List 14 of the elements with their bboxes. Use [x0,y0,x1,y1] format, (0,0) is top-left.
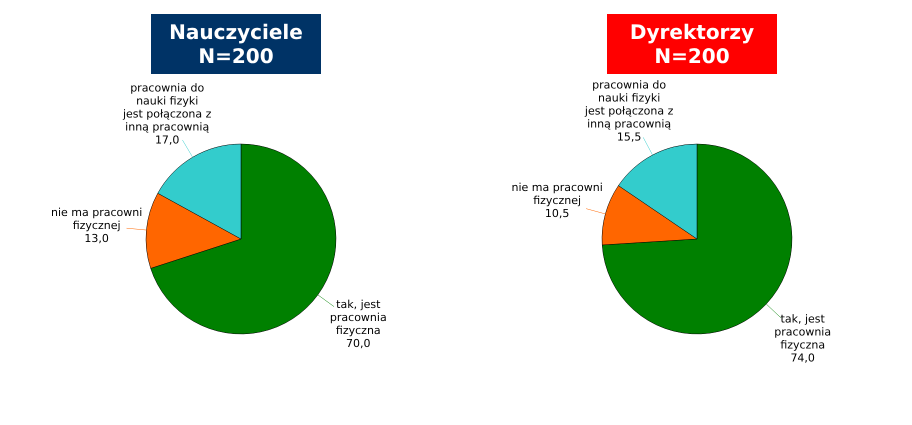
data-label: 15,5 [616,130,642,144]
slice-label: pracownia do nauki fizyki jest połączona z inną pracownią [584,78,674,130]
data-label: 74,0 [790,351,815,364]
data-label: 17,0 [154,134,180,147]
chart-title: Nauczyciele N=200 [151,14,321,74]
slice-label: tak, jest pracownia fizyczna [774,312,832,352]
slice-label: nie ma pracowni fizycznej [511,181,603,208]
slice-label: nie ma pracowni fizycznej [50,206,142,232]
chart-title: Dyrektorzy N=200 [607,14,777,74]
slice-label: tak, jest pracownia fizyczna [330,298,387,338]
data-label: 13,0 [84,232,109,245]
data-label: 10,5 [544,207,570,220]
slice-label: pracownia do nauki fizyki jest połączona z inną pracownią [122,82,212,134]
data-label: 70,0 [346,337,371,350]
